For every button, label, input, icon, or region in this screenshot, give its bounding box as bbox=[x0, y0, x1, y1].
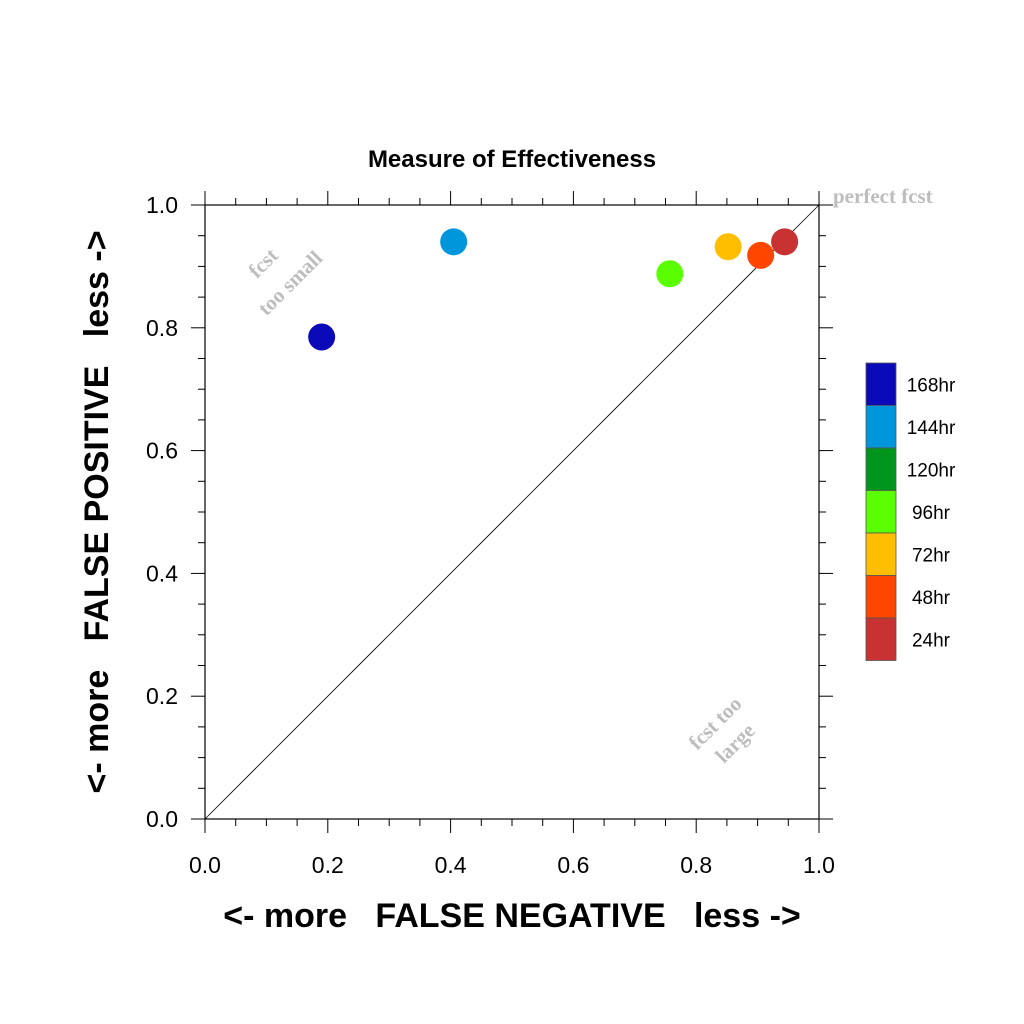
point-24hr bbox=[771, 228, 799, 256]
legend-swatch-144hr bbox=[865, 405, 897, 449]
legend-swatch-24hr bbox=[865, 617, 897, 661]
x-axis-title: <- more FALSE NEGATIVE less -> bbox=[223, 897, 801, 935]
point-72hr bbox=[714, 233, 742, 261]
legend-label-144hr: 144hr bbox=[907, 418, 956, 439]
y-tick-label: 1.0 bbox=[146, 192, 178, 218]
legend-label-48hr: 48hr bbox=[912, 588, 951, 609]
legend-label-72hr: 72hr bbox=[912, 545, 951, 566]
axis-ticks bbox=[191, 191, 833, 833]
point-96hr bbox=[656, 260, 684, 288]
x-tick-label: 0.8 bbox=[680, 852, 712, 878]
legend-label-120hr: 120hr bbox=[907, 460, 956, 481]
annotation-perfect-fcst: perfect fcst bbox=[833, 184, 933, 208]
x-tick-label: 0.0 bbox=[189, 852, 221, 878]
x-tick-label: 1.0 bbox=[803, 852, 835, 878]
annotation-too-small-line1: fcst bbox=[243, 243, 282, 282]
y-tick-label: 0.0 bbox=[146, 806, 178, 832]
legend-swatch-120hr bbox=[865, 447, 897, 491]
perfect-forecast-diagonal bbox=[204, 204, 820, 820]
y-tick-label: 0.6 bbox=[146, 438, 178, 464]
x-tick-label: 0.2 bbox=[312, 852, 344, 878]
legend-label-24hr: 24hr bbox=[912, 630, 951, 651]
x-tick-label: 0.6 bbox=[557, 852, 589, 878]
legend-label-168hr: 168hr bbox=[907, 375, 956, 396]
point-144hr bbox=[440, 228, 468, 256]
y-tick-label: 0.2 bbox=[146, 683, 178, 709]
y-tick-label: 0.8 bbox=[146, 315, 178, 341]
plot-area: 0.0 0.2 0.4 0.6 0.8 1.0 0.0 0.2 0.4 0.6 0.8 1.0 bbox=[146, 191, 835, 878]
axis-tick-labels: 0.0 0.2 0.4 0.6 0.8 1.0 0.0 0.2 0.4 0.6 0.8 1.0 bbox=[146, 192, 835, 878]
legend-swatch-168hr bbox=[865, 362, 897, 406]
data-points bbox=[308, 228, 799, 351]
point-168hr bbox=[308, 323, 336, 351]
y-tick-label: 0.4 bbox=[146, 560, 178, 586]
point-48hr bbox=[747, 241, 775, 269]
x-tick-label: 0.4 bbox=[435, 852, 467, 878]
legend-swatch-48hr bbox=[865, 575, 897, 619]
legend-label-96hr: 96hr bbox=[912, 503, 951, 524]
legend-swatch-96hr bbox=[865, 490, 897, 534]
legend: 168hr 144hr 120hr 96hr 72hr 48hr 24hr bbox=[865, 362, 956, 661]
legend-swatch-72hr bbox=[865, 532, 897, 576]
chart-title: Measure of Effectiveness bbox=[368, 146, 656, 173]
y-axis-title: <- more FALSE POSITIVE less -> bbox=[78, 230, 116, 793]
